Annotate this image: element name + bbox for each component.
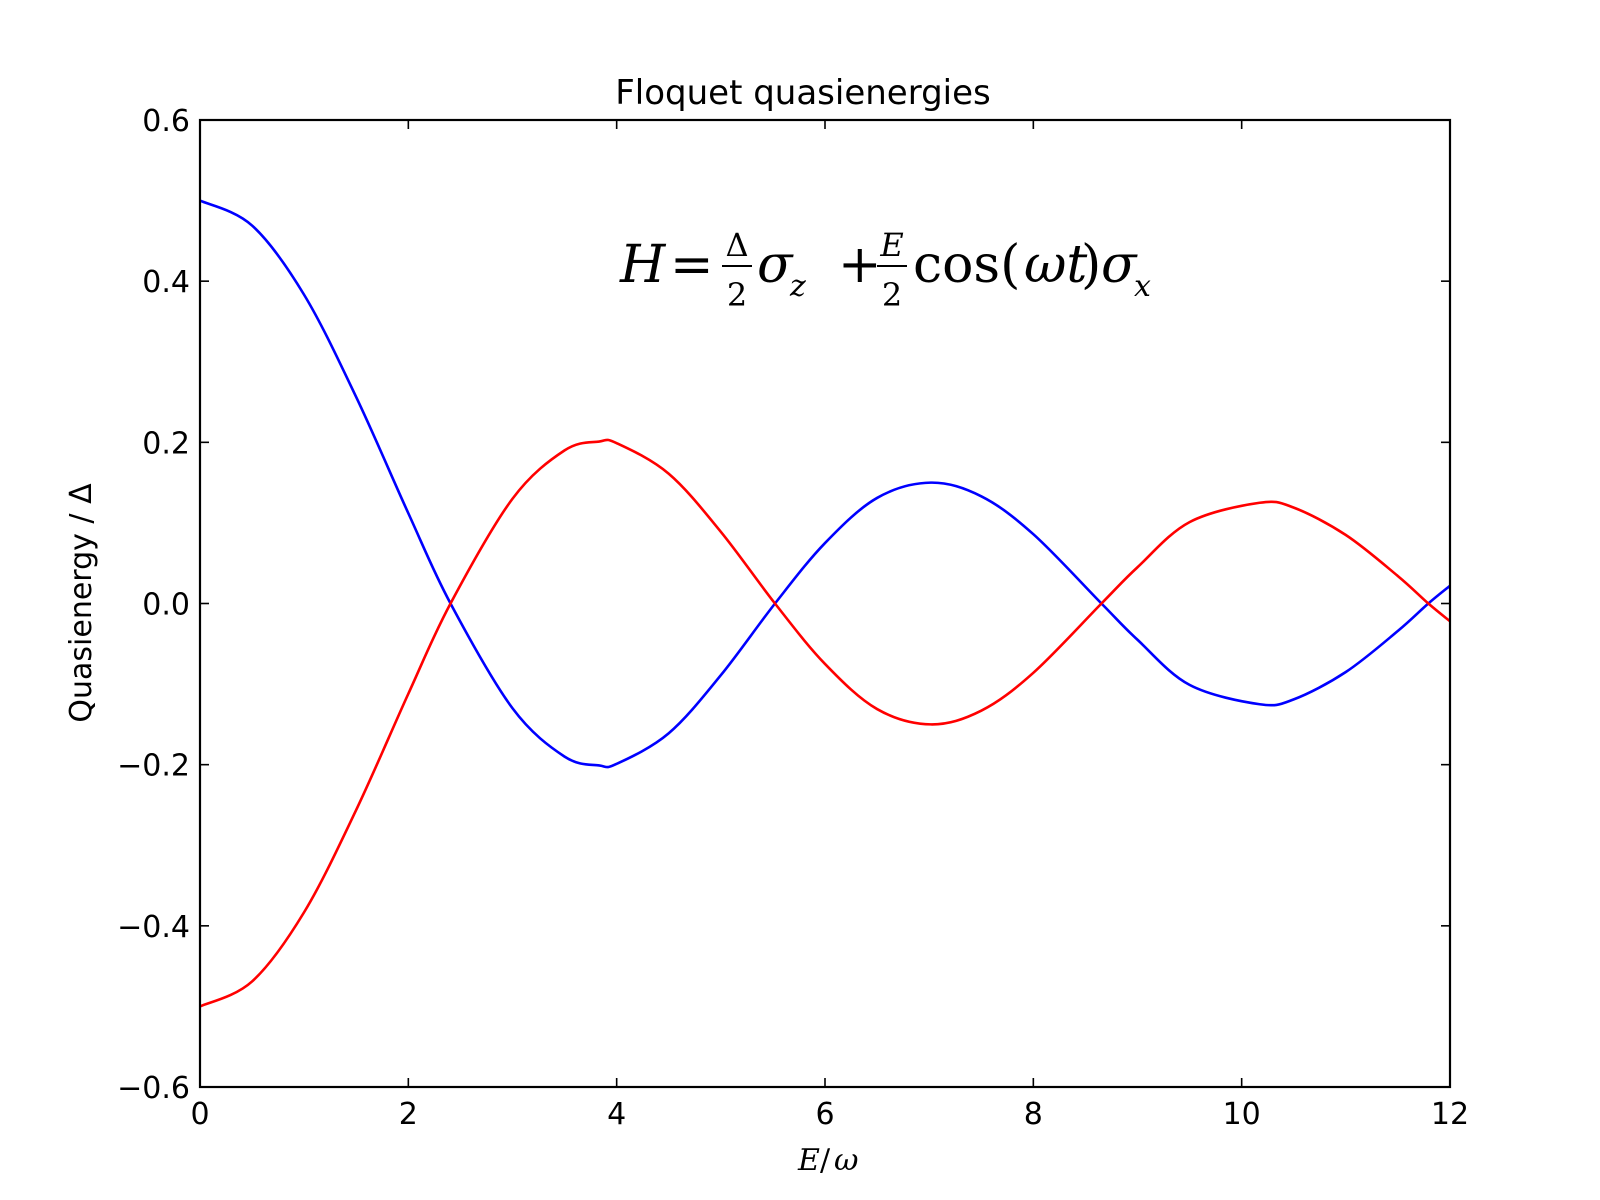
x-tick-label: 2	[399, 1097, 418, 1132]
chart-title: Floquet quasienergies	[615, 73, 991, 113]
equation-close-paren: )	[1081, 235, 1101, 295]
equation-sigma-x: σ	[1101, 235, 1138, 295]
y-tick-label: −0.4	[117, 910, 190, 945]
equation-frac1-num: Δ	[725, 226, 748, 264]
equation-cos: cos(	[913, 235, 1020, 295]
x-axis-label: E / ω	[797, 1143, 858, 1178]
series-layer	[200, 199, 1450, 1008]
equation-frac1-den: 2	[727, 276, 747, 314]
tick-labels-layer: 0 2 4 6 8 10 12 0.6 0.4 0.2 0.0 −0.2 −0.4 −0.6	[117, 104, 1469, 1132]
x-tick-label: 6	[815, 1097, 834, 1132]
x-tick-label: 0	[190, 1097, 209, 1132]
equation-frac2-num: E	[879, 226, 903, 264]
y-axis-label: Quasienergy / Δ	[64, 483, 99, 723]
y-tick-label: −0.6	[117, 1071, 190, 1106]
x-tick-label: 10	[1223, 1097, 1261, 1132]
x-tick-label: 4	[607, 1097, 626, 1132]
y-tick-label: 0.4	[142, 265, 190, 300]
x-axis-label-slash: /	[820, 1143, 831, 1178]
y-tick-label: 0.0	[142, 588, 190, 623]
y-tick-label: 0.2	[142, 426, 190, 461]
series-line-1	[200, 199, 1450, 769]
equation-sigma-x-sub: x	[1134, 269, 1151, 304]
equation-sigma-z-sub: z	[789, 269, 806, 304]
x-tick-label: 12	[1431, 1097, 1469, 1132]
equation-frac2-den: 2	[882, 276, 902, 314]
equation-annotation: H = Δ 2 σ z + E 2 cos( ωt ) σ x	[619, 226, 1151, 314]
x-tick-label: 8	[1024, 1097, 1043, 1132]
y-tick-label: −0.2	[117, 749, 190, 784]
plot-frame	[198, 118, 1452, 1089]
equation-equals: =	[670, 235, 714, 295]
equation-omega-t: ωt	[1024, 235, 1087, 295]
x-axis-label-e: E	[797, 1143, 820, 1178]
x-axis-label-omega: ω	[834, 1143, 858, 1178]
y-tick-label: 0.6	[142, 104, 190, 139]
equation-lhs: H	[619, 235, 667, 295]
equation-plus: +	[838, 235, 882, 295]
series-line-2	[200, 438, 1450, 1008]
equation-sigma-z: σ	[757, 235, 794, 295]
